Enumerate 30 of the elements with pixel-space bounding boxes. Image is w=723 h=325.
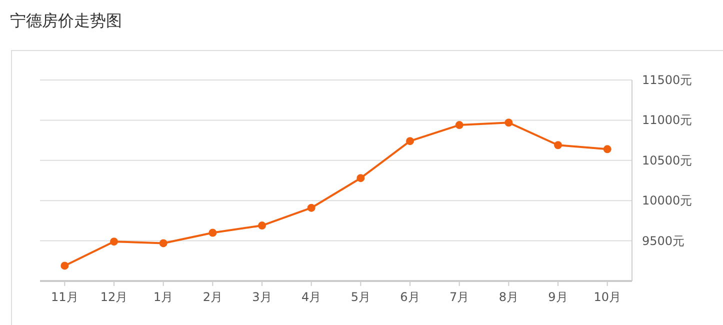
point xyxy=(110,238,118,246)
point xyxy=(455,121,464,130)
point xyxy=(159,239,168,248)
y-tick-label: 11500元 xyxy=(642,73,692,87)
point xyxy=(406,137,414,146)
point xyxy=(554,141,562,150)
x-tick-label: 2月 xyxy=(202,290,222,304)
x-tick-label: 6月 xyxy=(400,290,420,304)
x-tick-label: 10月 xyxy=(594,290,621,304)
point xyxy=(258,222,266,230)
point xyxy=(356,174,365,182)
x-tick-label: 7月 xyxy=(450,290,470,304)
x-tick-label: 12月 xyxy=(100,290,128,304)
point xyxy=(60,262,69,270)
x-tick-label: 8月 xyxy=(498,290,518,304)
point xyxy=(504,118,513,127)
point xyxy=(603,145,612,154)
point xyxy=(307,204,316,212)
y-tick-label: 11000元 xyxy=(642,113,692,128)
x-tick-label: 3月 xyxy=(252,290,272,304)
x-tick-label: 11月 xyxy=(51,290,78,304)
x-tick-label: 1月 xyxy=(154,290,174,304)
y-tick-label: 10500元 xyxy=(642,153,692,168)
point xyxy=(208,228,217,237)
y-tick-label: 10000元 xyxy=(642,194,692,208)
x-tick-label: 9月 xyxy=(548,290,568,304)
chart-title: 宁德房价走势图 xyxy=(10,11,122,30)
x-tick-label: 5月 xyxy=(350,290,370,304)
x-tick-label: 4月 xyxy=(302,290,322,304)
y-tick-label: 9500元 xyxy=(642,234,685,248)
